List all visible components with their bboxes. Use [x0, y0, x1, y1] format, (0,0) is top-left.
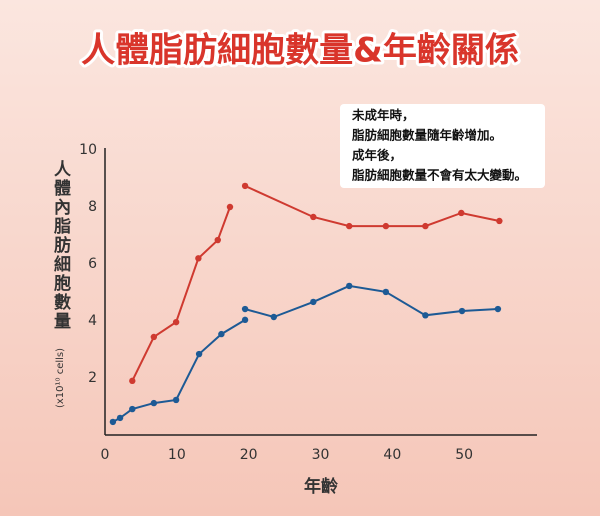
data-point: [382, 288, 390, 296]
y-tick-label: 8: [88, 199, 97, 215]
y-axis-unit: (x10¹⁰ cells): [55, 348, 66, 408]
y-tick-label: 6: [88, 256, 97, 272]
note-line: 未成年時，: [351, 108, 415, 123]
data-point: [195, 350, 203, 358]
x-tick-label: 10: [168, 447, 186, 463]
data-point: [346, 282, 353, 290]
data-point: [150, 333, 158, 341]
data-point: [458, 307, 466, 315]
data-point: [109, 418, 117, 426]
series-line: [131, 206, 231, 382]
data-point: [494, 305, 502, 313]
data-point: [172, 396, 180, 404]
x-tick-label: 20: [240, 447, 258, 463]
data-point: [218, 330, 225, 338]
y-tick-label: 4: [88, 313, 97, 329]
note-line: 成年後，: [352, 148, 402, 163]
data-point: [150, 399, 158, 407]
note-line: 脂肪細胞數量不會有太大變動。: [351, 168, 527, 183]
data-point: [310, 213, 317, 221]
data-point: [129, 377, 136, 385]
series-line: [244, 284, 498, 319]
note-box: [340, 104, 545, 188]
data-point: [172, 318, 180, 326]
data-point: [346, 222, 353, 230]
y-tick-label: 2: [88, 370, 97, 386]
data-point: [241, 316, 249, 324]
data-point: [214, 236, 221, 244]
data-point: [129, 405, 136, 413]
data-point: [422, 222, 429, 230]
data-point: [226, 203, 234, 211]
x-tick-label: 0: [101, 447, 110, 463]
chart-title: 人體脂肪細胞數量&年齡關係: [81, 31, 519, 71]
data-point: [496, 217, 503, 225]
y-axis-label: 人體內脂肪細胞數量: [50, 160, 71, 331]
data-point: [116, 414, 124, 422]
data-point: [270, 313, 278, 321]
x-tick-label: 30: [312, 447, 330, 463]
x-axis-label: 年齡: [304, 476, 338, 497]
x-tick-label: 50: [455, 447, 473, 463]
data-point: [382, 222, 390, 230]
data-point: [422, 312, 429, 319]
data-point: [241, 182, 249, 190]
data-point: [310, 298, 317, 306]
y-tick-label: 10: [79, 142, 97, 158]
x-tick-label: 40: [383, 447, 401, 463]
data-point: [458, 209, 465, 217]
note-line: 脂肪細胞數量隨年齡增加。: [351, 128, 502, 143]
data-point: [195, 255, 202, 262]
data-point: [241, 305, 249, 313]
